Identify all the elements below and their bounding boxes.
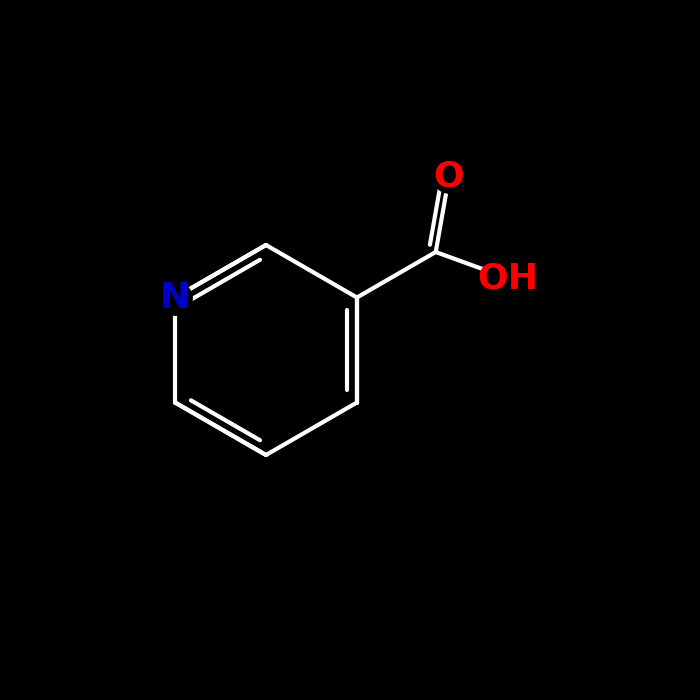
Text: N: N — [160, 281, 190, 314]
Text: O: O — [434, 159, 465, 193]
Text: OH: OH — [477, 261, 539, 295]
